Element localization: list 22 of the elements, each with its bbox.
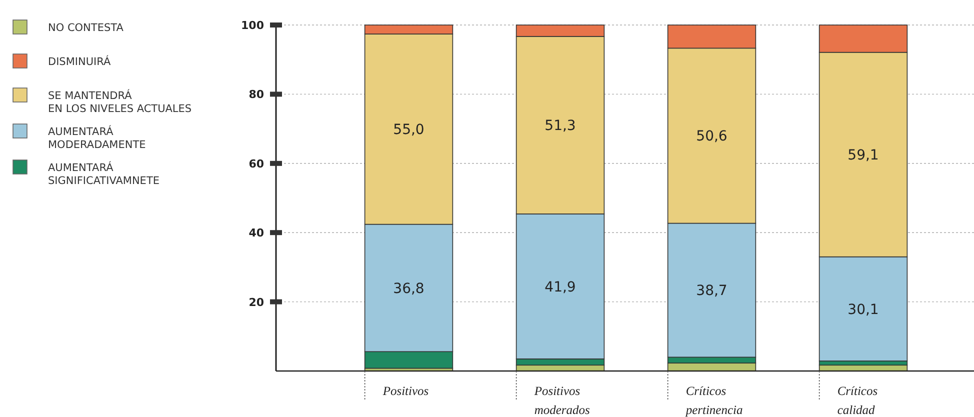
legend-label: AUMENTARÁ SIGNIFICATIVAMNETE <box>48 161 160 187</box>
x-tick-label: Críticos calidad <box>837 384 878 417</box>
y-tick-label: 100 <box>241 19 264 32</box>
data-label: 41,9 <box>544 279 576 296</box>
data-label: 30,1 <box>848 302 879 318</box>
data-label: 59,1 <box>848 148 879 164</box>
y-tick-label: 20 <box>248 296 264 309</box>
legend-label: DISMINUIRÁ <box>48 55 112 68</box>
data-label: 38,7 <box>696 283 728 300</box>
data-label: 36,8 <box>393 280 424 297</box>
x-tick-label: Positivos moderados <box>533 384 590 417</box>
legend-label: AUMENTARÁ MODERADAMENTE <box>48 125 146 151</box>
y-tick-label: 40 <box>248 226 264 240</box>
legend-label: NO CONTESTA <box>48 22 124 34</box>
data-label: 50,6 <box>696 128 728 145</box>
x-tick-label: Críticos pertinencia <box>684 384 743 417</box>
data-label: 51,3 <box>544 118 576 134</box>
y-tick-label: 80 <box>248 88 264 102</box>
y-tick-label: 60 <box>248 157 264 170</box>
data-label: 55,0 <box>393 122 424 138</box>
x-tick-label: Positivos <box>382 384 429 398</box>
legend-label: SE MANTENDRÁ EN LOS NIVELES ACTUALES <box>48 89 192 115</box>
